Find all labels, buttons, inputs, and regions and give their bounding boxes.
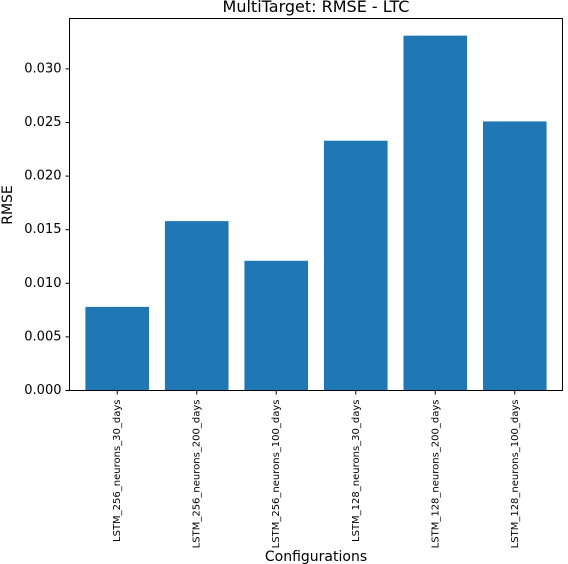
bar-lstm-128-neurons-100-days <box>482 121 547 391</box>
y-tick-label: 0.005 <box>24 329 61 344</box>
x-tick-label: LSTM_128_neurons_30_days <box>351 400 362 542</box>
y-axis-title: RMSE <box>0 185 16 225</box>
x-tick-label: LSTM_256_neurons_200_days <box>192 400 203 549</box>
x-tick-label: LSTM_256_neurons_30_days <box>112 400 123 542</box>
y-tick-label: 0.015 <box>24 222 61 237</box>
bars-group <box>85 35 547 391</box>
bar-lstm-128-neurons-30-days <box>323 140 388 391</box>
bar-lstm-128-neurons-200-days <box>403 35 468 391</box>
x-axis: LSTM_256_neurons_30_days LSTM_256_neurons… <box>112 390 521 549</box>
y-tick-label: 0.020 <box>24 169 61 184</box>
y-tick-label: 0.000 <box>24 383 61 398</box>
y-tick-label: 0.010 <box>24 276 61 291</box>
x-tick-label: LSTM_128_neurons_100_days <box>510 400 521 549</box>
chart-title: MultiTarget: RMSE - LTC <box>223 0 410 16</box>
x-axis-title: Configurations <box>265 549 367 564</box>
y-axis: 0.000 0.005 0.010 0.015 0.020 0.025 0.030 <box>24 61 70 398</box>
x-tick-label: LSTM_128_neurons_200_days <box>430 400 441 549</box>
y-tick-label: 0.025 <box>24 115 61 130</box>
bar-lstm-256-neurons-30-days <box>85 306 150 391</box>
bar-lstm-256-neurons-200-days <box>164 221 229 391</box>
plot-frame <box>69 18 563 391</box>
x-tick-label: LSTM_256_neurons_100_days <box>271 400 282 549</box>
y-tick-label: 0.030 <box>24 61 61 76</box>
bar-lstm-256-neurons-100-days <box>244 260 309 391</box>
